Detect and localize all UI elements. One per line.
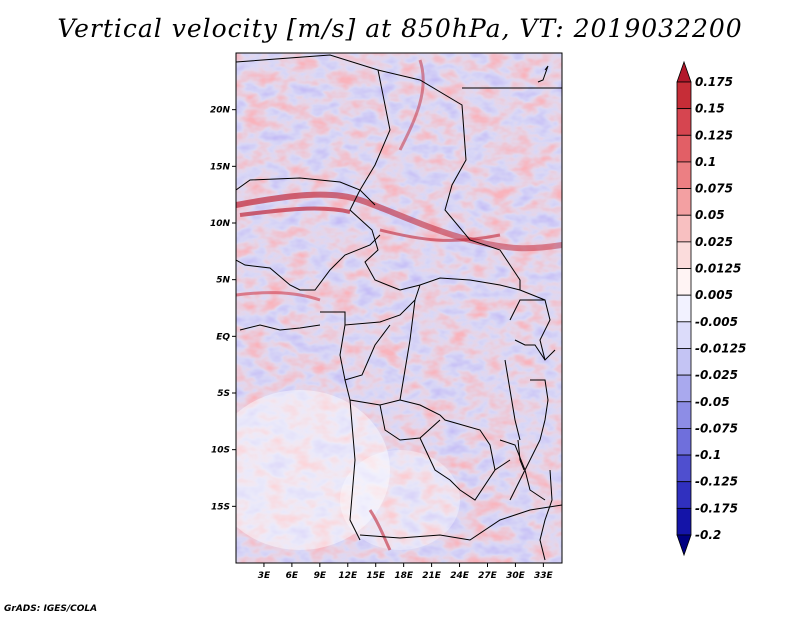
colorbar-min-arrow xyxy=(676,534,692,557)
lon-tick-label: 12E xyxy=(338,571,358,581)
colorbar-bin xyxy=(676,294,692,323)
colorbar-bin xyxy=(676,188,692,216)
colorbar-bin xyxy=(676,401,692,429)
colorbar-label: 0.005 xyxy=(695,288,733,302)
colorbar-bin xyxy=(676,507,692,536)
lat-tick-label: 10S xyxy=(211,446,230,456)
colorbar-label: -0.0125 xyxy=(695,341,746,355)
lon-tick-label: 9E xyxy=(314,571,327,581)
colorbar-bin xyxy=(676,161,692,189)
longitude-axis: 3E 6E 9E 12E 15E 18E 21E 24E 27E 30E 33E xyxy=(258,563,554,581)
colorbar-label: 0.175 xyxy=(695,75,733,89)
colorbar-label: -0.025 xyxy=(695,368,738,382)
colorbar-label: 0.125 xyxy=(695,128,733,142)
country-borders xyxy=(236,54,562,561)
colorbar-label: -0.2 xyxy=(695,528,721,542)
colorbar-label: 0.0125 xyxy=(695,262,741,276)
colorbar-bin xyxy=(676,374,692,403)
colorbar-bin xyxy=(676,214,692,243)
colorbar-label: 0.15 xyxy=(695,102,725,116)
lat-tick-label: 15N xyxy=(210,162,231,172)
colorbar-label: -0.05 xyxy=(695,395,730,409)
colorbar-label: 0.025 xyxy=(695,235,733,249)
colorbar-label: -0.1 xyxy=(695,448,721,462)
lon-tick-label: 33E xyxy=(534,571,554,581)
colorbar-label: 0.1 xyxy=(695,155,716,169)
colorbar-bin xyxy=(676,108,692,136)
plot-frame xyxy=(235,52,563,564)
lat-tick-label: 5S xyxy=(217,389,230,399)
colorbar-bin xyxy=(676,348,692,376)
latitude-axis: 20N 15N 10N 5N EQ 5S 10S 15S xyxy=(210,106,236,512)
lon-tick-label: 24E xyxy=(450,571,470,581)
colorbar-bin xyxy=(676,134,692,163)
colorbar-bin xyxy=(676,454,692,483)
colorbar-label: -0.005 xyxy=(695,315,738,329)
lon-tick-label: 18E xyxy=(394,571,414,581)
colorbar-max-arrow xyxy=(676,60,692,83)
lon-tick-label: 30E xyxy=(506,571,526,581)
lat-tick-label: 5N xyxy=(216,276,230,286)
lon-tick-label: 3E xyxy=(258,571,271,581)
colorbar-label: -0.175 xyxy=(695,501,738,515)
colorbar: 0.175 0.15 0.125 0.1 0.075 0.05 0.025 0.0125 0.0… xyxy=(676,60,746,557)
lat-tick-label: 10N xyxy=(210,219,231,229)
colorbar-label: -0.125 xyxy=(695,475,738,489)
colorbar-label: 0.075 xyxy=(695,182,733,196)
colorbar-label: 0.05 xyxy=(695,208,725,222)
velocity-field xyxy=(236,53,562,563)
colorbar-bin xyxy=(676,428,692,456)
lon-tick-label: 27E xyxy=(478,571,498,581)
colorbar-bin xyxy=(676,481,692,509)
grads-credit: GrADS: IGES/COLA xyxy=(4,604,98,614)
colorbar-bin xyxy=(676,241,692,269)
lon-tick-label: 6E xyxy=(286,571,299,581)
colorbar-bin xyxy=(676,81,692,110)
lat-tick-label: EQ xyxy=(216,332,230,342)
colorbar-bin xyxy=(676,268,692,296)
map-title: Vertical velocity [m/s] at 850hPa, VT: 2… xyxy=(57,14,743,43)
lat-tick-label: 15S xyxy=(211,502,230,512)
lat-tick-label: 20N xyxy=(210,106,231,116)
lon-tick-label: 15E xyxy=(366,571,386,581)
colorbar-label: -0.075 xyxy=(695,421,738,435)
colorbar-bin xyxy=(676,321,692,349)
lon-tick-label: 21E xyxy=(422,571,442,581)
